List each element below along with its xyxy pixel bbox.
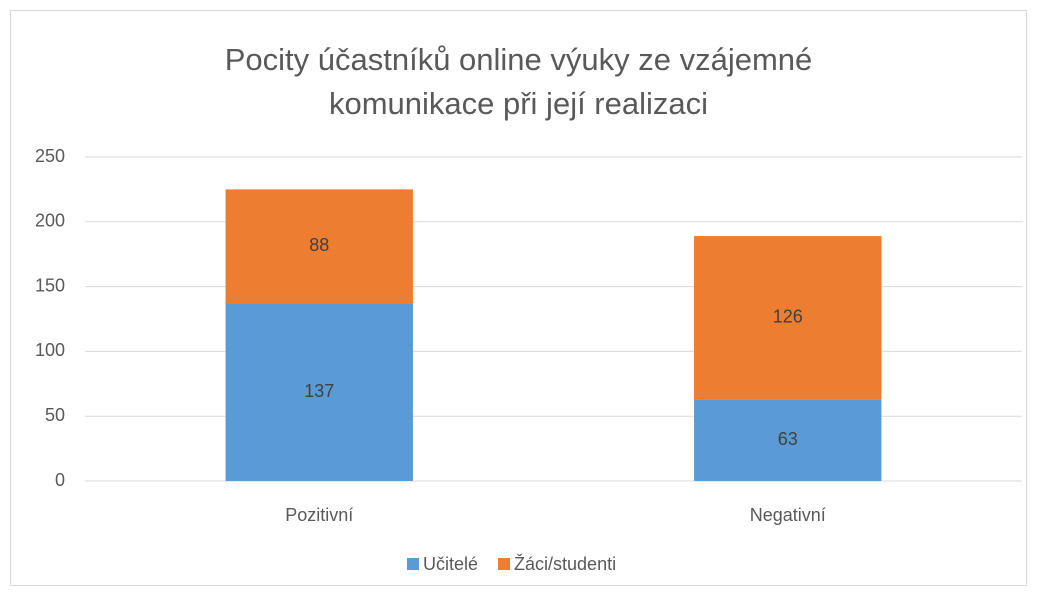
legend-label: Učitelé [423,554,478,574]
y-tick-label: 50 [45,405,65,425]
data-label: 63 [778,429,798,449]
legend-swatch [407,558,419,570]
legend-swatch [498,558,511,570]
chart-title: Pocity účastníků online výuky ze vzájemn… [224,42,813,121]
y-tick-label: 100 [35,340,65,360]
x-tick-label: Pozitivní [285,505,353,525]
data-label: 126 [773,306,803,326]
y-tick-label: 250 [35,146,65,166]
bar-segment [694,236,882,400]
x-tick-label: Negativní [750,505,826,525]
bar-segment [225,303,413,481]
y-tick-label: 200 [35,211,65,231]
y-tick-label: 0 [55,470,65,490]
data-label: 137 [304,381,334,401]
bar-segment [225,189,413,304]
data-label: 88 [309,235,329,255]
legend-label: Žáci/studenti [514,554,616,574]
bar-segment [694,399,882,481]
y-tick-label: 150 [35,275,65,295]
